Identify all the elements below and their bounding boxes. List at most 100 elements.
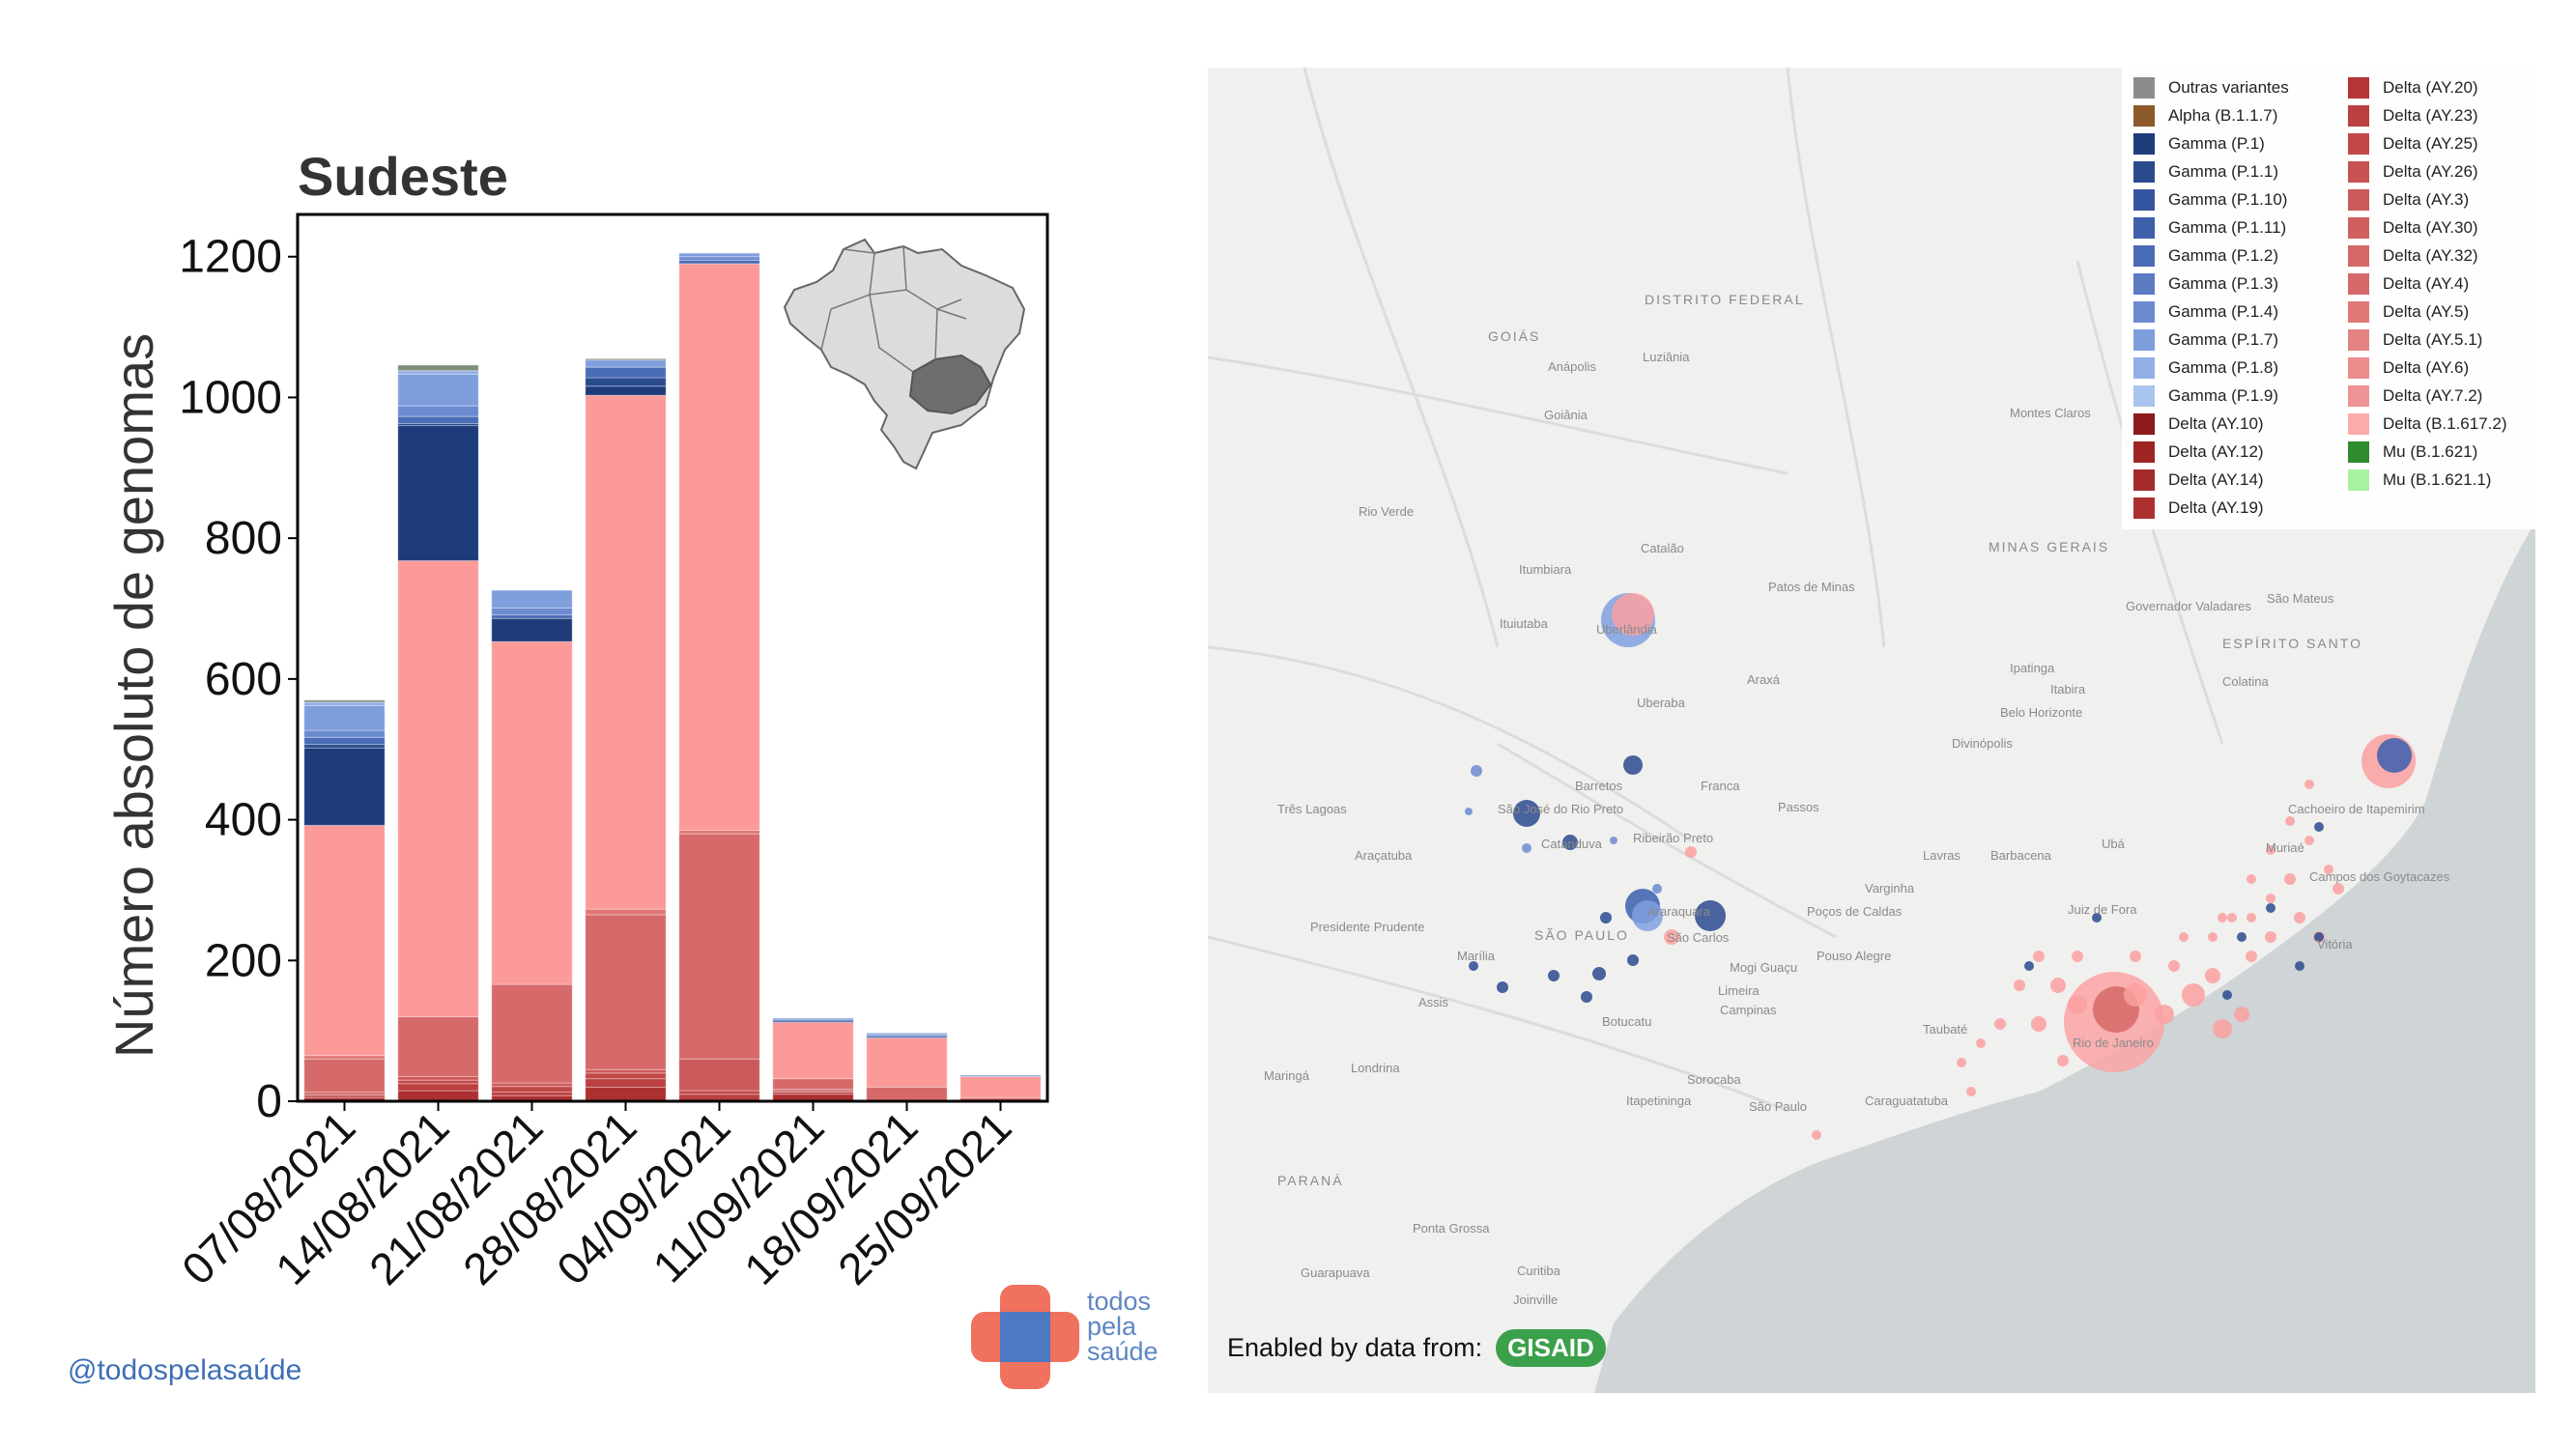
map-pie-marker[interactable]: [2179, 932, 2189, 942]
brazil-inset-map: [783, 238, 1026, 470]
map-pie-marker[interactable]: [1610, 837, 1617, 844]
gisaid-credit[interactable]: Enabled by data from: GISAID: [1227, 1329, 1606, 1367]
map-pie-marker[interactable]: [1966, 1087, 1976, 1096]
map-pie-marker[interactable]: [1600, 912, 1612, 923]
map-pie-marker[interactable]: [2014, 980, 2025, 991]
map-pie-marker[interactable]: [2314, 932, 2324, 942]
twitter-handle[interactable]: @todospelasaúde: [68, 1354, 302, 1386]
map-pie-marker[interactable]: [2266, 903, 2275, 913]
map-pie-marker[interactable]: [1632, 900, 1663, 931]
map-pie-marker[interactable]: [1612, 593, 1654, 636]
bar-segment: [397, 559, 479, 1018]
legend-label: Delta (AY.3): [2383, 189, 2470, 209]
map-pie-marker[interactable]: [2265, 931, 2276, 943]
legend-item: Delta (AY.5.1): [2348, 326, 2507, 354]
map-pie-marker[interactable]: [2130, 951, 2141, 962]
map-label: Luziânia: [1643, 350, 1690, 364]
bar-segment: [303, 1058, 386, 1094]
map-label: São José do Rio Preto: [1498, 802, 1624, 816]
map-pie-marker[interactable]: [1471, 765, 1482, 777]
map-pie-marker[interactable]: [2031, 1016, 2046, 1032]
map-pie-marker[interactable]: [2168, 960, 2180, 972]
map-pie-marker[interactable]: [1976, 1038, 1986, 1048]
legend-swatch: [2348, 412, 2369, 435]
map-label: Marília: [1457, 949, 1496, 963]
legend-swatch: [2348, 244, 2369, 267]
map-pie-marker[interactable]: [2266, 845, 2275, 855]
map-pie-marker[interactable]: [1497, 981, 1508, 993]
map-pie-marker[interactable]: [2208, 932, 2218, 942]
map-pie-marker[interactable]: [2182, 983, 2205, 1007]
map-pie-marker[interactable]: [2295, 961, 2304, 971]
map-label: São Paulo: [1749, 1099, 1807, 1114]
map-pie-marker[interactable]: [2033, 951, 2045, 962]
legend-swatch: [2133, 328, 2155, 351]
bar-segment: [397, 1079, 479, 1085]
map-pie-marker[interactable]: [1513, 800, 1540, 827]
map-pie-marker[interactable]: [1695, 900, 1726, 931]
map-pie-marker[interactable]: [1664, 929, 1679, 945]
map-pie-marker[interactable]: [1548, 970, 1560, 981]
map-pie-marker[interactable]: [1957, 1058, 1966, 1067]
map-pie-marker[interactable]: [2247, 874, 2256, 884]
legend-item: Gamma (P.1.4): [2133, 298, 2289, 326]
map-label: PARANÁ: [1277, 1173, 1344, 1188]
map-pie-marker[interactable]: [2284, 873, 2296, 885]
map-pie-marker[interactable]: [2072, 951, 2083, 962]
map-pie-marker[interactable]: [2092, 913, 2102, 923]
legend-swatch: [2348, 440, 2369, 463]
map-label: Muriaé: [2266, 840, 2304, 855]
map-pie-marker[interactable]: [2314, 822, 2324, 832]
bar-segment: [585, 1078, 667, 1088]
variant-map[interactable]: GOIÁS DISTRITO FEDERAL Luziânia Anápolis Goi…: [1208, 68, 2535, 1393]
map-pie-marker[interactable]: [1812, 1130, 1821, 1140]
map-pie-marker[interactable]: [2222, 990, 2232, 1000]
legend-item: Delta (AY.30): [2348, 213, 2507, 242]
map-pie-marker[interactable]: [2304, 836, 2314, 845]
map-pie-marker[interactable]: [1581, 991, 1592, 1003]
map-pie-marker[interactable]: [2218, 913, 2227, 923]
map-label: GOIÁS: [1488, 328, 1541, 344]
map-pie-marker[interactable]: [1685, 846, 1697, 858]
map-pie-marker[interactable]: [2324, 865, 2333, 874]
map-pie-marker[interactable]: [1627, 954, 1639, 966]
map-pie-marker[interactable]: [2024, 961, 2034, 971]
legend-label: Delta (AY.10): [2168, 413, 2264, 433]
bar-segment: [491, 1086, 573, 1094]
map-pie-marker[interactable]: [1592, 967, 1606, 980]
map-pie-marker[interactable]: [2266, 894, 2275, 903]
legend-label: Delta (AY.6): [2383, 357, 2470, 377]
map-pie-marker[interactable]: [1994, 1018, 2006, 1030]
map-pie-marker[interactable]: [1522, 843, 1531, 853]
map-pie-marker[interactable]: [2050, 978, 2066, 993]
map-pie-marker[interactable]: [1469, 961, 1478, 971]
bar-segment: [303, 736, 386, 746]
todos-pela-saude-logo: todos pela saúde: [971, 1285, 1164, 1391]
map-pie-marker[interactable]: [1652, 884, 1662, 894]
map-pie-marker[interactable]: [2333, 883, 2344, 895]
map-pie-marker[interactable]: [2377, 738, 2412, 773]
legend-item: Gamma (P.1.8): [2133, 354, 2289, 382]
bar-segment: [491, 607, 573, 616]
map-pie-marker[interactable]: [1465, 808, 1473, 815]
map-label: Assis: [1418, 995, 1449, 1009]
map-pie-marker[interactable]: [2124, 983, 2147, 1007]
map-pie-marker[interactable]: [2304, 780, 2314, 789]
map-pie-marker[interactable]: [2285, 816, 2295, 826]
x-axis: 07/08/202114/08/202121/08/202128/08/2021…: [172, 1101, 1021, 1294]
map-pie-marker[interactable]: [2294, 912, 2305, 923]
map-pie-marker[interactable]: [2057, 1055, 2069, 1066]
map-pie-marker[interactable]: [2205, 968, 2220, 983]
map-pie-marker[interactable]: [2246, 951, 2257, 962]
map-pie-marker[interactable]: [2237, 932, 2247, 942]
bar-segment: [585, 394, 667, 910]
map-pie-marker[interactable]: [2213, 1019, 2232, 1038]
map-pie-marker[interactable]: [2068, 995, 2087, 1014]
map-pie-marker[interactable]: [1562, 835, 1578, 850]
bar-segment: [303, 744, 386, 749]
map-pie-marker[interactable]: [1623, 755, 1643, 775]
map-pie-marker[interactable]: [2227, 913, 2237, 923]
map-pie-marker[interactable]: [2155, 1005, 2174, 1024]
map-pie-marker[interactable]: [2234, 1007, 2249, 1022]
map-pie-marker[interactable]: [2247, 913, 2256, 923]
